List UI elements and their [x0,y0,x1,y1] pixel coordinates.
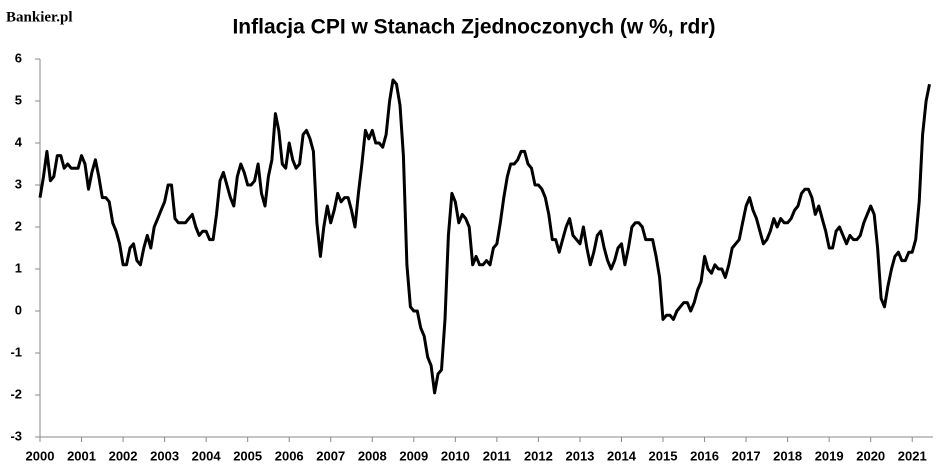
x-tick-label: 2018 [773,448,802,463]
y-tick-label: -2 [10,386,22,401]
x-tick-label: 2010 [441,448,470,463]
y-tick-label: 0 [15,302,22,317]
x-tick-label: 2009 [399,448,428,463]
x-tick-label: 2007 [316,448,345,463]
x-tick-label: 2006 [275,448,304,463]
x-tick-label: 2004 [192,448,222,463]
y-tick-label: 6 [15,50,22,65]
y-tick-label: -1 [10,344,22,359]
x-tick-label: 2017 [732,448,761,463]
y-tick-label: 5 [15,92,22,107]
x-tick-label: 2011 [483,448,511,463]
x-tick-label: 2015 [649,448,678,463]
x-tick-label: 2000 [26,448,55,463]
x-tick-label: 2016 [690,448,719,463]
x-tick-label: 2008 [358,448,387,463]
y-tick-label: 4 [15,134,23,149]
y-tick-label: -3 [10,428,22,443]
brand-logo: Bankier.pl [6,9,73,25]
y-tick-label: 1 [15,260,22,275]
y-tick-label: 3 [15,176,22,191]
x-tick-label: 2020 [856,448,885,463]
x-tick-label: 2013 [565,448,594,463]
y-tick-label: 2 [15,218,22,233]
x-tick-label: 2019 [815,448,844,463]
cpi-line [38,78,931,395]
chart-title: Inflacja CPI w Stanach Zjednoczonych (w … [232,16,715,39]
x-tick-label: 2012 [524,448,553,463]
x-tick-label: 2021 [898,448,927,463]
x-tick-label: 2014 [607,448,637,463]
x-tick-label: 2001 [67,448,96,463]
x-tick-label: 2003 [150,448,179,463]
x-tick-label: 2005 [233,448,262,463]
x-tick-label: 2002 [109,448,138,463]
